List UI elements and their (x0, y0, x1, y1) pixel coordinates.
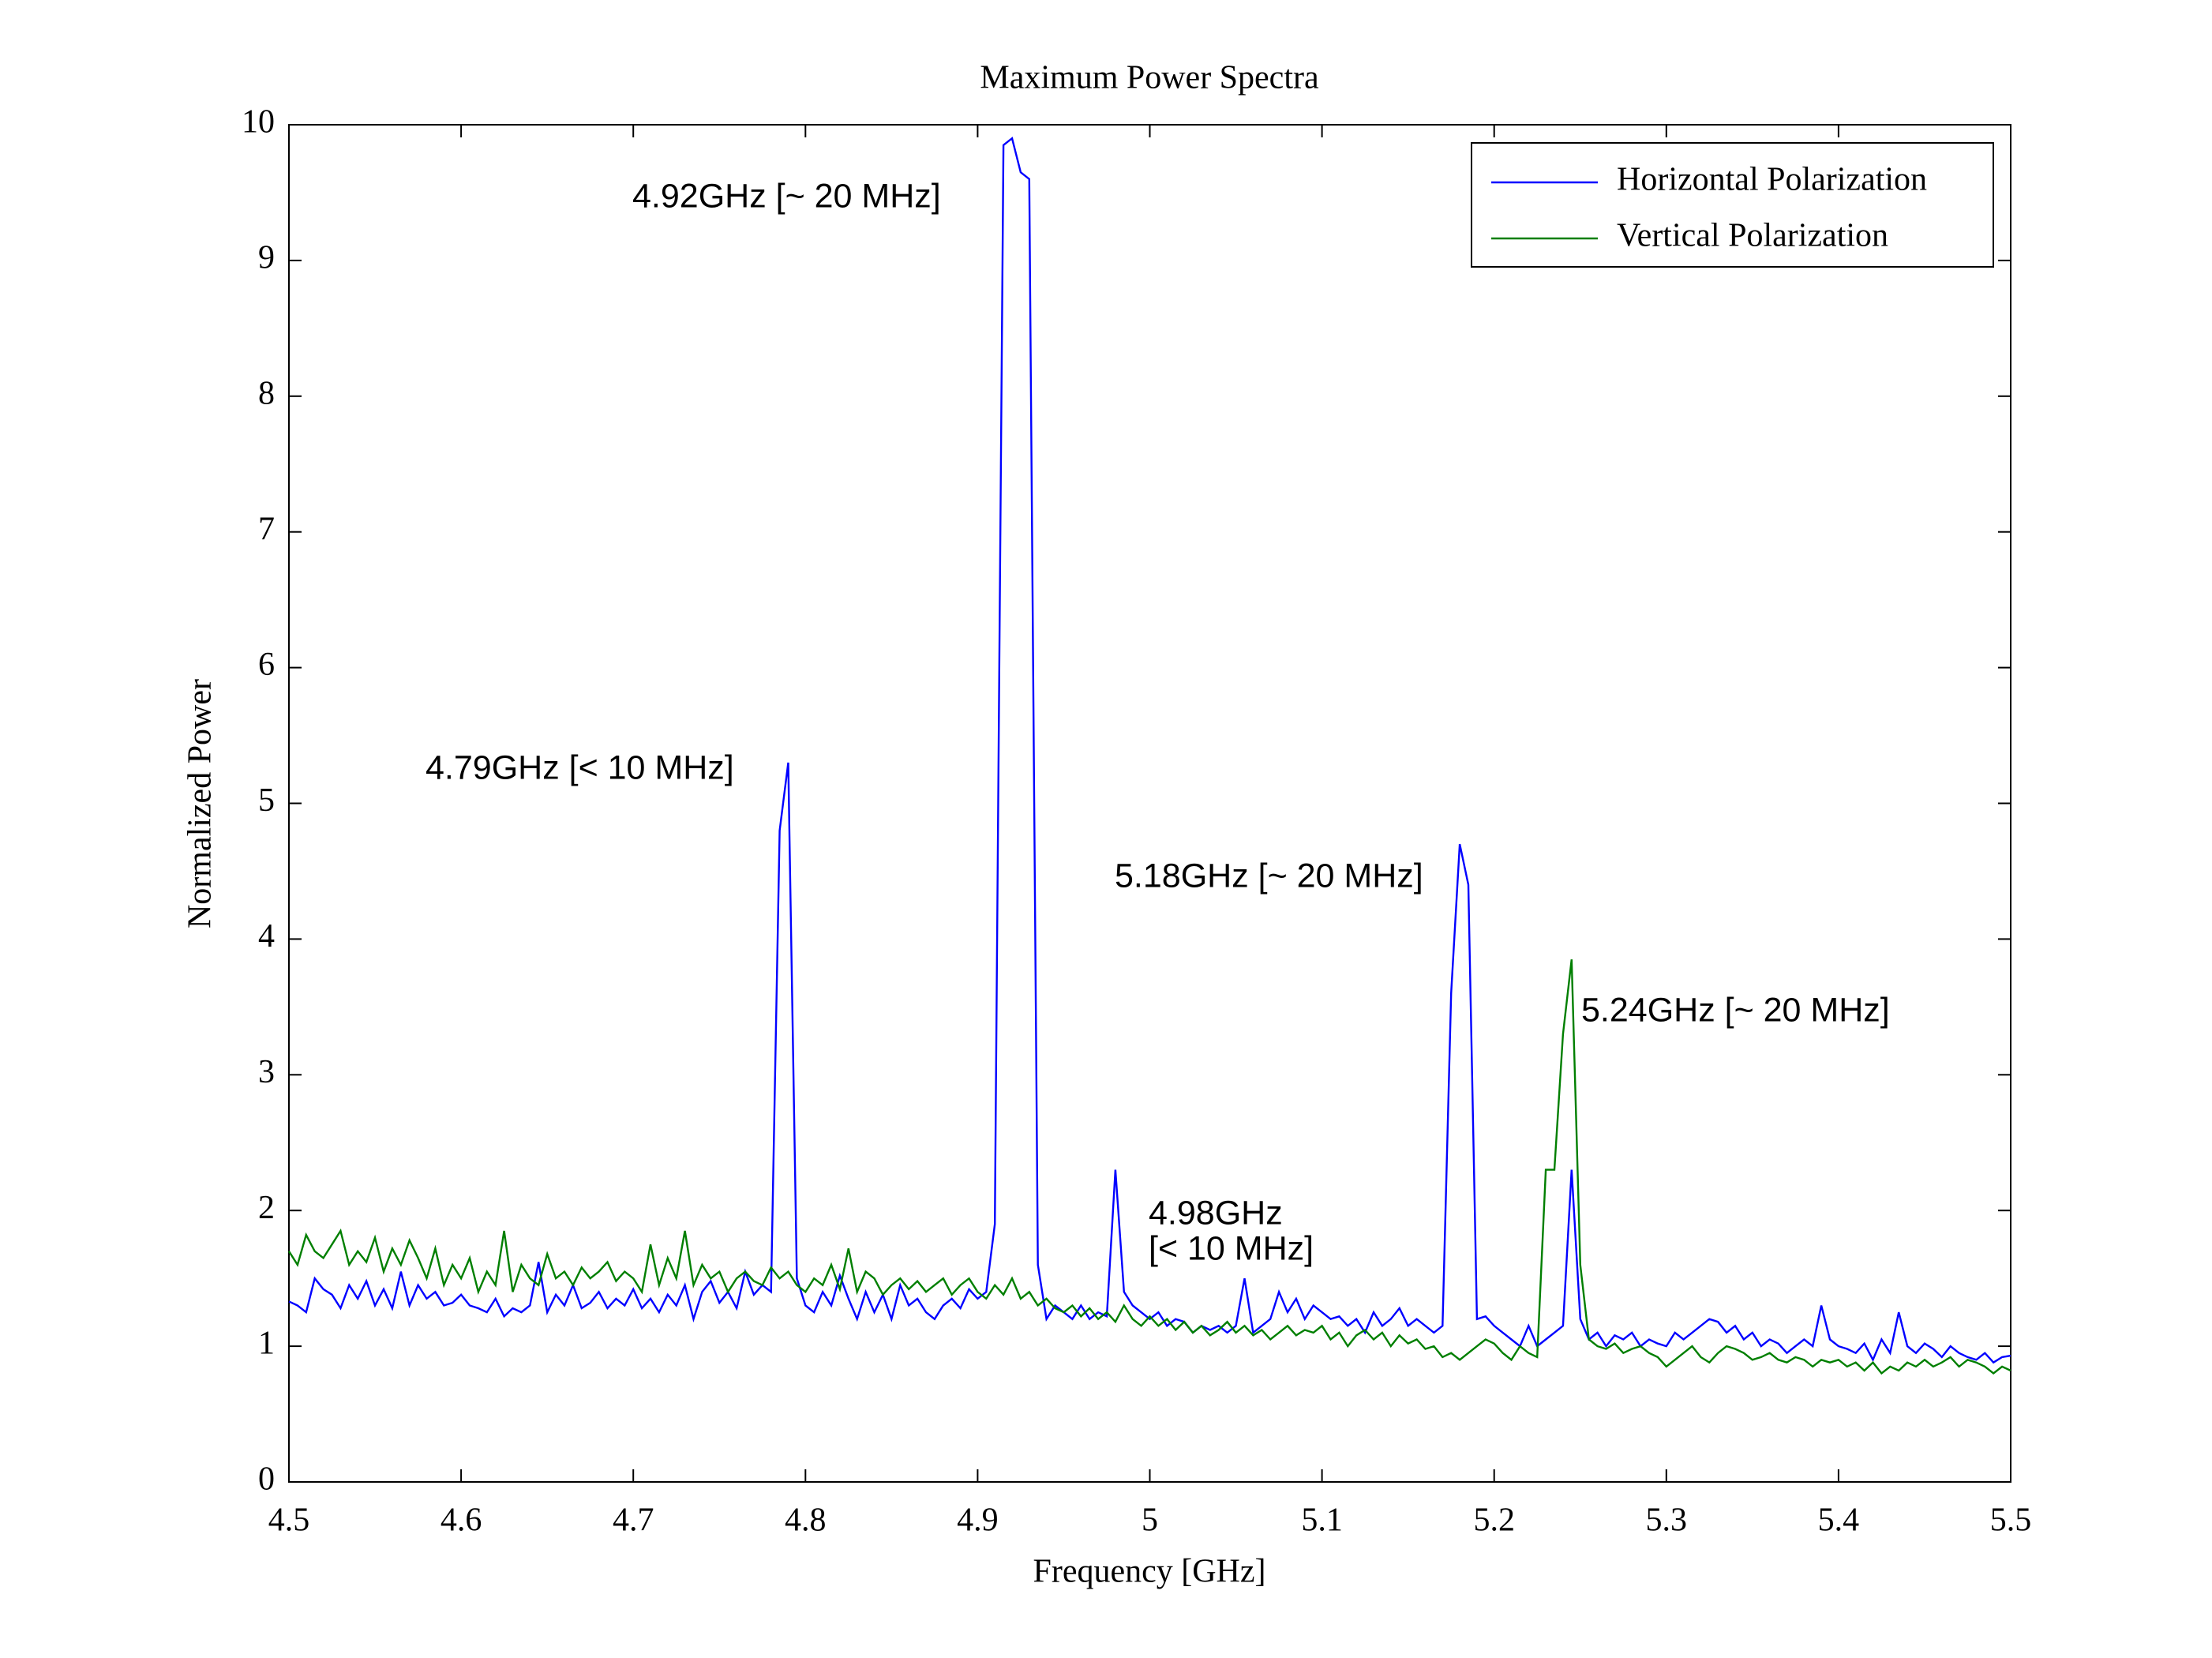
x-tick-label: 4.7 (613, 1502, 654, 1539)
y-tick-label: 7 (258, 511, 275, 547)
y-axis-label: Normalized Power (182, 679, 219, 928)
y-tick-label: 3 (258, 1054, 275, 1090)
series-line (288, 137, 2011, 1364)
annotation: 4.92GHz [~ 20 MHz] (632, 177, 941, 215)
y-tick-label: 5 (258, 782, 275, 819)
x-axis-label: Frequency [GHz] (1033, 1554, 1265, 1590)
annotation: 5.18GHz [~ 20 MHz] (1115, 857, 1423, 895)
annotation: 4.98GHz (1149, 1194, 1283, 1232)
series-line (287, 959, 2011, 1375)
chart-title: Maximum Power Spectra (980, 60, 1319, 96)
y-tick-label: 9 (258, 240, 275, 276)
annotation: [< 10 MHz] (1149, 1229, 1314, 1267)
x-tick-label: 5 (1142, 1502, 1158, 1539)
x-tick-label: 4.9 (957, 1502, 999, 1539)
x-tick-label: 5.5 (1990, 1502, 2032, 1539)
y-tick-label: 10 (242, 104, 275, 141)
x-tick-label: 5.1 (1301, 1502, 1343, 1539)
x-tick-label: 4.5 (268, 1502, 310, 1539)
x-tick-label: 4.6 (441, 1502, 482, 1539)
plot-frame (288, 124, 2011, 1483)
legend-box (1471, 142, 1994, 268)
x-tick-label: 5.4 (1818, 1502, 1860, 1539)
y-tick-label: 2 (258, 1190, 275, 1226)
annotation: 4.79GHz [< 10 MHz] (426, 748, 734, 786)
y-tick-label: 0 (258, 1461, 275, 1498)
y-tick-label: 1 (258, 1326, 275, 1362)
x-tick-label: 4.8 (785, 1502, 827, 1539)
legend-label: Horizontal Polarization (1617, 162, 1927, 198)
y-tick-label: 6 (258, 647, 275, 683)
legend-label: Vertical Polarization (1617, 218, 1888, 254)
y-tick-label: 8 (258, 375, 275, 411)
y-tick-label: 4 (258, 918, 275, 955)
x-tick-label: 5.3 (1646, 1502, 1688, 1539)
annotation: 5.24GHz [~ 20 MHz] (1581, 991, 1890, 1029)
x-tick-label: 5.2 (1473, 1502, 1515, 1539)
